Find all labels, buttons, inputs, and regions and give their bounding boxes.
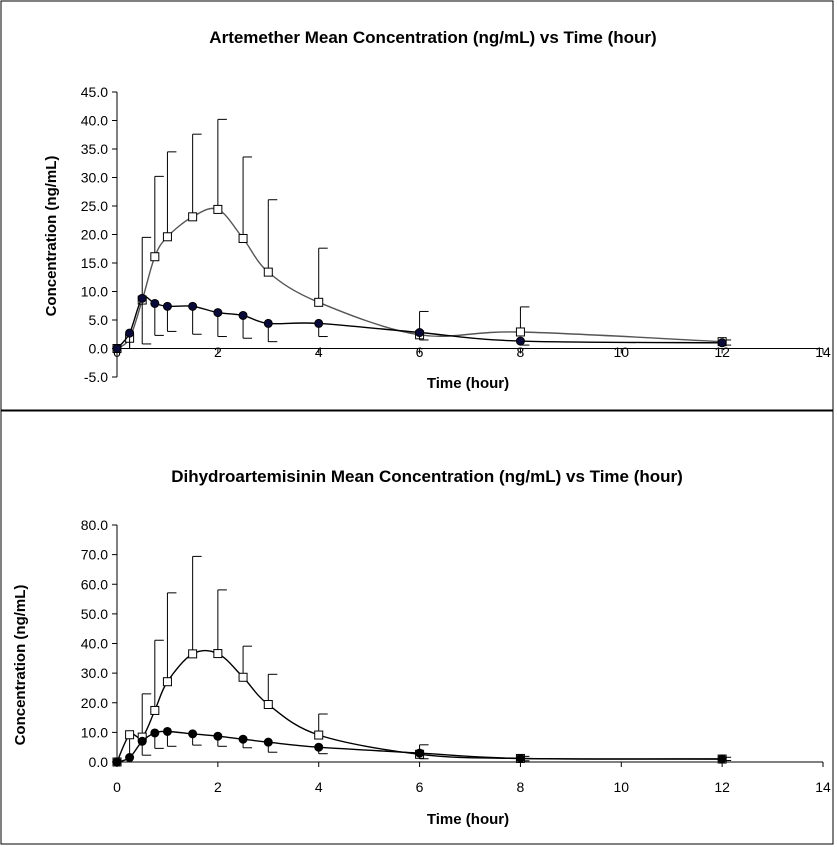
y-tick-label: 30.0 <box>81 665 108 681</box>
y-tick-label: 40.0 <box>81 113 108 129</box>
y-tick-label: 25.0 <box>81 198 108 214</box>
data-point-circle <box>415 328 425 338</box>
data-point-square <box>162 677 172 687</box>
y-tick-label: -5.0 <box>84 369 108 385</box>
x-tick-label: 2 <box>214 344 222 360</box>
axes: -5.0 0.0 5.0 10.0 15.0 20.0 25.0 30.0 35.0 40.0 45… <box>81 84 831 385</box>
data-point-square <box>213 649 223 659</box>
data-point-circle <box>263 318 273 328</box>
x-axis-title: Time (hour) <box>427 375 509 392</box>
chart-title: Dihydroartemisinin Mean Concentration (n… <box>171 467 683 486</box>
data-point-square <box>150 252 160 262</box>
axes: 0.0 10.0 20.0 30.0 40.0 50.0 60.0 70.0 80.0 0 2 4 6 8… <box>81 517 831 795</box>
series-open-square <box>112 118 732 353</box>
data-point-circle <box>125 328 135 338</box>
y-axis-title: Concentration (ng/mL) <box>43 156 60 317</box>
y-tick-label: 70.0 <box>81 547 108 563</box>
data-point-square <box>263 700 273 710</box>
data-point-circle <box>717 754 727 764</box>
y-tick-label: 15.0 <box>81 255 108 271</box>
data-point-circle <box>188 301 198 311</box>
chart-frame-artemether <box>0 0 834 411</box>
x-tick-label: 6 <box>416 779 424 795</box>
data-point-square <box>188 649 198 659</box>
x-tick-label: 14 <box>815 344 831 360</box>
data-point-square <box>188 212 198 222</box>
chart-title: Artemether Mean Concentration (ng/mL) vs… <box>209 28 656 47</box>
data-point-circle <box>150 728 160 738</box>
data-point-square <box>515 327 525 337</box>
y-tick-label: 50.0 <box>81 606 108 622</box>
x-tick-label: 8 <box>517 344 525 360</box>
series-layer <box>112 555 732 767</box>
x-tick-label: 12 <box>714 344 730 360</box>
x-tick-label: 14 <box>815 779 831 795</box>
y-tick-label: 0.0 <box>89 341 109 357</box>
series-filled-circle <box>112 726 732 767</box>
data-point-square <box>162 232 172 242</box>
chart-frame-dihydroartemisinin <box>0 410 834 845</box>
data-point-square <box>238 233 248 243</box>
data-point-circle <box>188 729 198 739</box>
data-point-square <box>314 297 324 307</box>
data-point-circle <box>112 344 122 353</box>
x-tick-label: 2 <box>214 779 222 795</box>
data-point-square <box>263 267 273 277</box>
y-tick-label: 20.0 <box>81 695 108 711</box>
x-axis-title: Time (hour) <box>427 811 509 828</box>
y-tick-label: 30.0 <box>81 170 108 186</box>
data-point-square <box>213 204 223 214</box>
y-tick-label: 40.0 <box>81 636 108 652</box>
series-filled-circle <box>112 293 732 353</box>
y-tick-label: 5.0 <box>89 312 109 328</box>
y-tick-label: 10.0 <box>81 724 108 740</box>
data-point-circle <box>314 318 324 328</box>
x-tick-label: 6 <box>416 344 424 360</box>
data-point-circle <box>238 734 248 744</box>
data-point-circle <box>213 731 223 741</box>
y-tick-label: 0.0 <box>89 754 109 770</box>
data-point-circle <box>238 310 248 320</box>
data-point-circle <box>150 298 160 308</box>
x-tick-label: 0 <box>113 779 121 795</box>
data-point-circle <box>112 757 122 767</box>
series-line <box>116 207 723 350</box>
y-axis-title: Concentration (ng/mL) <box>12 585 29 746</box>
data-point-circle <box>515 753 525 763</box>
data-point-circle <box>314 742 324 752</box>
x-tick-label: 10 <box>613 344 629 360</box>
chart-artemether: Artemether Mean Concentration (ng/mL) vs… <box>43 28 831 392</box>
series-layer <box>112 118 732 353</box>
y-tick-label: 35.0 <box>81 141 108 157</box>
data-point-square <box>150 705 160 715</box>
x-tick-label: 4 <box>315 344 323 360</box>
y-tick-label: 80.0 <box>81 517 108 533</box>
chart-dihydroartemisinin: Dihydroartemisinin Mean Concentration (n… <box>12 467 831 828</box>
data-point-circle <box>162 726 172 736</box>
data-point-circle <box>515 336 525 346</box>
data-point-circle <box>263 737 273 747</box>
data-point-circle <box>137 736 147 746</box>
y-tick-label: 10.0 <box>81 284 108 300</box>
data-point-circle <box>717 338 727 348</box>
data-point-square <box>125 730 135 740</box>
x-tick-label: 12 <box>714 779 730 795</box>
data-point-circle <box>125 753 135 763</box>
data-point-circle <box>162 301 172 311</box>
series-open-square <box>112 555 732 767</box>
data-point-circle <box>137 293 147 303</box>
y-tick-label: 20.0 <box>81 227 108 243</box>
data-point-square <box>238 672 248 682</box>
data-point-circle <box>415 748 425 758</box>
y-tick-label: 60.0 <box>81 576 108 592</box>
data-point-square <box>314 730 324 740</box>
x-tick-label: 8 <box>517 779 525 795</box>
x-tick-label: 4 <box>315 779 323 795</box>
x-tick-label: 10 <box>613 779 629 795</box>
y-tick-label: 45.0 <box>81 84 108 100</box>
data-point-circle <box>213 308 223 318</box>
